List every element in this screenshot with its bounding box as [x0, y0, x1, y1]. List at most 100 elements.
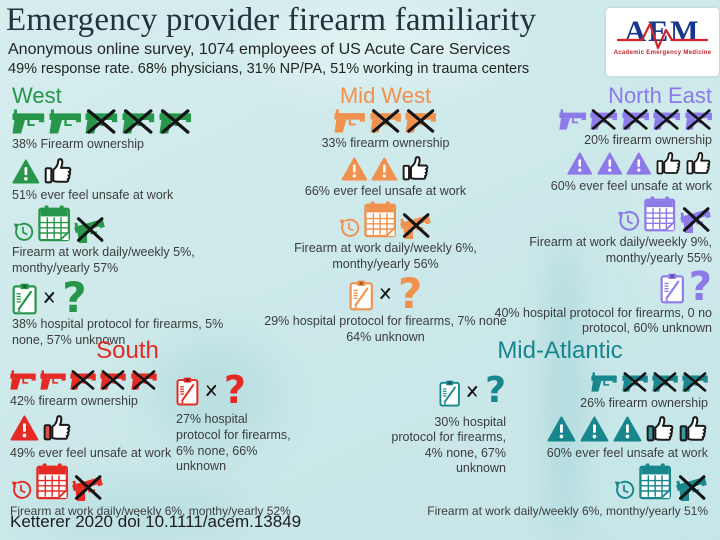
crossed-out-gun-icon	[652, 372, 678, 392]
region-midatlantic-protocol: ? 30% hospital protocol for firearms, 4%…	[384, 370, 506, 477]
unsafe-at-work-stat: 49% ever feel unsafe at work	[10, 445, 172, 460]
hospital-protocol-stat: protocol for firearms,	[391, 430, 506, 445]
warning-triangle-icon	[580, 416, 609, 442]
pen-x-icon	[380, 287, 391, 299]
crossed-out-gun-icon	[400, 213, 432, 240]
firearm-at-work-icons	[10, 463, 105, 502]
thumbs-up-icon	[646, 415, 673, 441]
calendar-icon	[36, 463, 69, 500]
firearm-at-work-stat: monthy/yearly 56%	[332, 256, 439, 271]
crossed-out-gun-icon	[70, 370, 97, 390]
crossed-out-gun-icon	[679, 207, 711, 234]
crossed-out-gun-icon	[85, 109, 118, 134]
hospital-protocol-stat: protocol for firearms,	[176, 427, 291, 442]
firearm-at-work-stat: Firearm at work daily/weekly 9%,	[529, 235, 712, 250]
question-mark-icon: ?	[688, 263, 712, 310]
region-midwest: Mid West 33% firearm ownership 66% ever …	[264, 83, 507, 346]
gun-icon	[591, 372, 618, 392]
region-south: 42% firearm ownership 49% ever feel unsa…	[10, 370, 291, 519]
unsafe-at-work-icons	[10, 414, 72, 441]
firearm-at-work-stat: Firearm at work daily/weekly 6%, monthy/…	[10, 504, 291, 519]
hospital-protocol-icons: ?	[439, 370, 506, 411]
region-west: West 38% Firearm ownership 51% ever feel…	[12, 84, 247, 349]
question-mark-icon: ?	[223, 368, 246, 412]
clipboard-icon	[660, 273, 685, 304]
hospital-protocol-stat: 27% hospital	[176, 412, 248, 427]
unsafe-at-work-stat: 60% ever feel unsafe at work	[546, 445, 708, 460]
region-midatlantic: 26% firearm ownership 60% ever feel unsa…	[427, 372, 708, 519]
crossed-out-gun-icon	[405, 109, 437, 133]
crossed-out-gun-icon	[590, 109, 618, 130]
hospital-protocol-stat: 40% hospital protocol for firearms, 0 no	[494, 305, 712, 320]
firearm-ownership-stat: 33% firearm ownership	[321, 136, 450, 151]
firearm-ownership-stat: 26% firearm ownership	[580, 396, 708, 410]
warning-triangle-icon	[626, 152, 652, 175]
thumbs-up-icon	[402, 155, 429, 181]
unsafe-at-work-stat: 51% ever feel unsafe at work	[12, 187, 174, 202]
hospital-protocol-icons: ?	[12, 272, 87, 322]
thumbs-up-icon	[43, 414, 71, 440]
region-midwest-title: Mid West	[339, 83, 432, 108]
question-mark-icon: ?	[62, 272, 87, 322]
calendar-icon	[644, 196, 676, 232]
crossed-out-gun-icon	[159, 109, 191, 134]
region-south-title: South	[96, 337, 159, 364]
firearm-ownership-stat: 38% Firearm ownership	[12, 137, 144, 152]
firearm-at-work-stat: Firearm at work daily/weekly 6%,	[294, 241, 477, 256]
firearm-ownership-stat: 42% firearm ownership	[10, 394, 138, 408]
pen-x-icon	[467, 385, 478, 397]
history-clock-icon	[615, 481, 635, 500]
crossed-out-gun-icon	[370, 109, 401, 133]
pen-x-icon	[44, 291, 55, 303]
region-midatlantic-title: Mid-Atlantic	[497, 337, 623, 364]
hospital-protocol-stat: 6% none, 66%	[176, 443, 258, 458]
firearm-at-work-stat: Firearm at work daily/weekly 5%,	[12, 245, 195, 260]
clipboard-icon	[349, 280, 373, 311]
crossed-out-gun-icon	[122, 109, 155, 134]
ecg-line-icon	[616, 22, 709, 50]
unsafe-at-work-stat: 60% ever feel unsafe at work	[550, 178, 712, 193]
region-west-title: West	[12, 83, 62, 108]
page-title: Emergency provider firearm familiarity	[6, 2, 537, 38]
firearm-at-work-icons	[616, 196, 712, 234]
gun-icon	[559, 109, 586, 130]
hospital-protocol-stat: unknown	[176, 459, 227, 474]
clipboard-icon	[439, 380, 460, 407]
unsafe-at-work-icons	[12, 157, 73, 184]
warning-triangle-icon	[597, 152, 623, 175]
firearm-ownership-icons	[10, 370, 157, 390]
hospital-protocol-icons: ?	[660, 263, 712, 310]
hospital-protocol-icons: ?	[176, 368, 246, 412]
hospital-protocol-stat: 4% none, 67%	[424, 445, 506, 460]
unsafe-at-work-icons	[547, 415, 708, 442]
firearm-at-work-icons	[12, 205, 107, 244]
aem-logo: AEM Academic Emergency Medicine	[606, 8, 719, 76]
region-south-protocol: ? 27% hospital protocol for firearms, 6%…	[176, 368, 306, 475]
crossed-out-gun-icon	[682, 372, 708, 392]
clipboard-icon	[176, 377, 199, 406]
question-mark-icon: ?	[485, 370, 506, 411]
warning-triangle-icon	[12, 159, 40, 184]
firearm-ownership-icons	[334, 109, 437, 133]
calendar-icon	[38, 205, 71, 242]
warning-triangle-icon	[613, 416, 642, 442]
hospital-protocol-icons: ?	[349, 272, 422, 314]
unsafe-at-work-icons	[341, 155, 430, 181]
unsafe-at-work-stat: 66% ever feel unsafe at work	[304, 183, 467, 198]
firearm-at-work-icons	[613, 463, 708, 502]
subtitle-line-2: 49% response rate. 68% physicians, 31% N…	[8, 61, 530, 77]
firearm-at-work-stat: Firearm at work daily/weekly 6%, monthy/…	[427, 504, 708, 519]
crossed-out-gun-icon	[684, 109, 712, 130]
firearm-ownership-stat: 20% firearm ownership	[584, 133, 712, 148]
calendar-icon	[639, 463, 672, 500]
hospital-protocol-stat: protocol, 60% unknown	[582, 321, 712, 336]
crossed-out-gun-icon	[130, 370, 157, 390]
warning-triangle-icon	[371, 157, 398, 181]
hospital-protocol-stat: 30% hospital	[434, 414, 506, 429]
thumbs-up-icon	[686, 151, 711, 175]
gun-icon	[49, 109, 81, 134]
firearm-ownership-icons	[559, 109, 712, 130]
crossed-out-gun-icon	[621, 372, 648, 392]
citation: Ketterer 2020 doi 10.1111/acem.13849	[10, 512, 302, 531]
subtitle-line-1: Anonymous online survey, 1074 employees …	[8, 41, 511, 58]
